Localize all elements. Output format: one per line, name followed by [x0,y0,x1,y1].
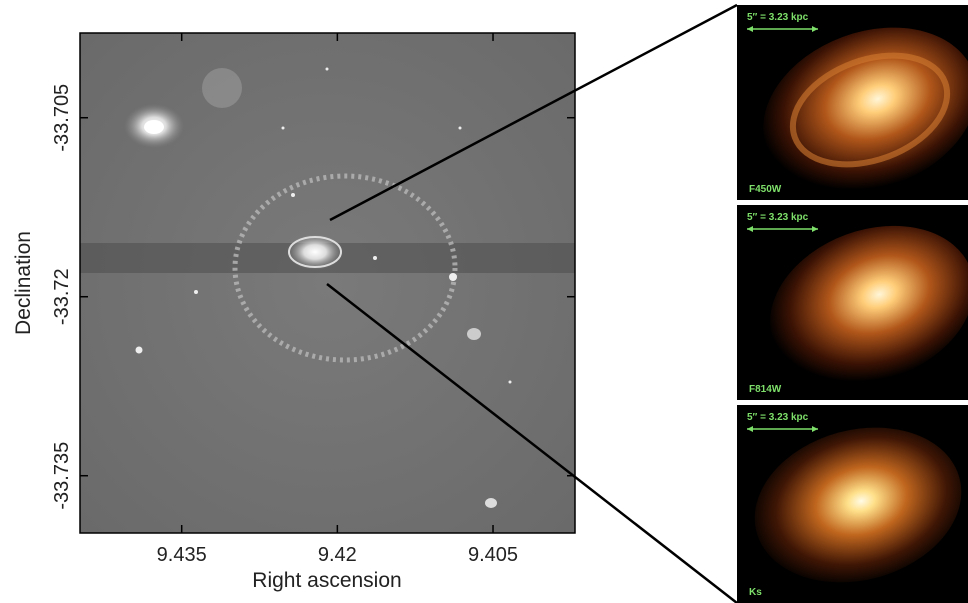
scale-label: 5″ = 3.23 kpc [747,412,809,423]
x-axis-label: Right ascension [252,569,401,592]
figure: Right ascension Declination 9.435 9.42 9.4… [0,0,968,603]
scale-label: 5″ = 3.23 kpc [747,12,809,23]
band-label: Ks [749,587,762,598]
y-axis-label: Declination [12,231,35,335]
x-tick-label: 9.405 [468,544,518,566]
y-tick-label: -33.72 [51,268,73,325]
y-tick-label: -33.735 [51,442,73,510]
y-tick-label: -33.705 [51,84,73,152]
band-label: F450W [749,184,782,195]
band-label: F814W [749,384,782,395]
panel [737,199,968,412]
x-tick-label: 9.42 [318,544,357,566]
x-tick-label: 9.435 [157,544,207,566]
scale-label: 5″ = 3.23 kpc [747,212,809,223]
panel [737,405,968,603]
page: Right ascension Declination 9.435 9.42 9.4… [0,0,968,603]
